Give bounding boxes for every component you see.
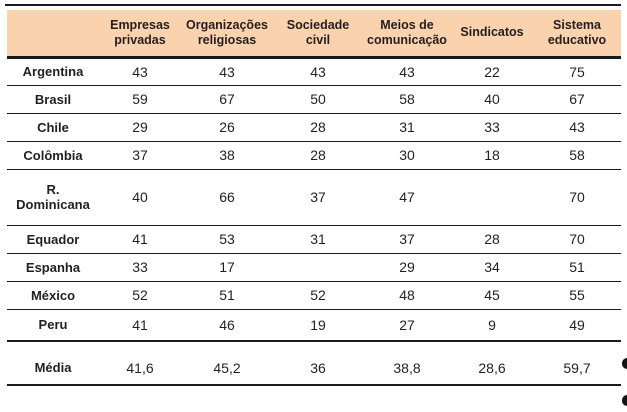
cell-value: 22 — [484, 63, 500, 80]
cell-value: 9 — [488, 316, 496, 333]
table-row-equador: Equador 41 53 31 37 28 70 — [7, 225, 621, 253]
table-row-argentina: Argentina 43 43 43 43 22 75 — [7, 57, 621, 85]
header-cell-sindicatos: Sindicatos — [451, 10, 533, 59]
cell-value: 41 — [132, 316, 148, 333]
summary-cell-value: 59,7 — [563, 359, 591, 376]
table-row-mexico: México 52 51 52 48 45 55 — [7, 281, 621, 309]
header-cell-organizacoes-religiosas: Organizações religiosas — [181, 10, 273, 59]
cell-value: 31 — [310, 231, 326, 247]
cell-value: 37 — [310, 189, 326, 205]
header-cell-sistema-educativo: Sistema educativo — [533, 10, 621, 59]
cell-value: 28 — [310, 119, 326, 135]
cell-value: 52 — [310, 287, 326, 303]
row-label: Chile — [37, 119, 69, 135]
cell-value: 43 — [569, 119, 585, 135]
cell-value: 28 — [310, 147, 326, 163]
cell-value: 26 — [219, 119, 235, 135]
header-cell-empty — [7, 10, 99, 59]
cell-value: 37 — [132, 147, 148, 163]
cell-value: 33 — [484, 119, 500, 135]
cell-value: 18 — [484, 147, 500, 163]
table-row-r-dominicana: R. Dominicana 40 66 37 47 70 — [7, 169, 621, 225]
row-label: Brasil — [34, 91, 72, 107]
cell-value: 40 — [484, 91, 500, 107]
cell-value: 31 — [399, 119, 415, 135]
table-row-chile: Chile 29 26 28 31 33 43 — [7, 113, 621, 141]
cell-value: 38 — [219, 147, 235, 163]
table-row-brasil: Brasil 59 67 50 58 40 67 — [7, 85, 621, 113]
row-label: Argentina — [22, 64, 84, 79]
cell-value: 59 — [132, 91, 148, 107]
cell-value: 75 — [569, 63, 585, 80]
cell-value: 43 — [399, 63, 415, 80]
cell-value: 19 — [310, 316, 326, 333]
header-row: Empresas privadas Organizações religiosa… — [7, 10, 621, 59]
cell-value: 48 — [399, 287, 415, 303]
summary-cell-value: 36 — [310, 359, 326, 376]
row-label: Colômbia — [23, 147, 83, 163]
header-cell-meios-de-comunicacao: Meios de comunicação — [363, 10, 451, 59]
header-cell-sociedade-civil: Sociedade civil — [273, 10, 363, 59]
row-label: Peru — [38, 317, 68, 333]
cell-value: 51 — [569, 259, 585, 275]
cell-value: 50 — [310, 91, 326, 107]
cell-value: 58 — [569, 147, 585, 163]
header-cell-empresas-privadas: Empresas privadas — [99, 10, 181, 59]
cell-value: 67 — [219, 91, 235, 107]
summary-row-label: Média — [34, 360, 72, 375]
clipped-bullet-icon — [622, 395, 627, 406]
summary-cell-value: 41,6 — [126, 359, 154, 376]
cell-value: 49 — [569, 316, 585, 333]
cell-value-empty — [451, 169, 533, 225]
row-label: Equador — [26, 231, 80, 247]
summary-cell-value: 28,6 — [478, 359, 506, 376]
cell-value: 45 — [484, 287, 500, 303]
cell-value: 17 — [219, 259, 235, 275]
cell-value-empty — [273, 253, 363, 281]
summary-cell-value: 38,8 — [393, 359, 421, 376]
cell-value: 46 — [219, 316, 235, 333]
table-row-colombia: Colômbia 37 38 28 30 18 58 — [7, 141, 621, 169]
cell-value: 55 — [569, 287, 585, 303]
cell-value: 53 — [219, 231, 235, 247]
cell-value: 70 — [569, 189, 585, 205]
table-row-peru: Peru 41 46 19 27 9 49 — [7, 309, 621, 341]
cell-value: 37 — [399, 231, 415, 247]
cell-value: 52 — [132, 287, 148, 303]
cell-value: 27 — [399, 316, 415, 333]
cell-value: 29 — [399, 259, 415, 275]
table-wrapper: Empresas privadas Organizações religiosa… — [7, 10, 621, 386]
cell-value: 47 — [399, 189, 415, 205]
cell-value: 43 — [219, 63, 235, 80]
row-label: México — [30, 287, 76, 303]
cell-value: 34 — [484, 259, 500, 275]
table-row-media-summary: Média 41,6 45,2 36 38,8 28,6 59,7 — [7, 341, 621, 385]
cell-value: 43 — [132, 63, 148, 80]
cell-value: 33 — [132, 259, 148, 275]
cell-value: 29 — [132, 119, 148, 135]
cell-value: 67 — [569, 91, 585, 107]
cell-value: 58 — [399, 91, 415, 107]
clipped-bullet-icon — [622, 358, 627, 369]
cell-value: 28 — [484, 231, 500, 247]
data-table: Empresas privadas Organizações religiosa… — [7, 10, 621, 386]
table-top-rule — [5, 4, 621, 6]
cell-value: 41 — [132, 231, 148, 247]
cell-value: 30 — [399, 147, 415, 163]
summary-cell-value: 45,2 — [213, 359, 241, 376]
row-label: R. Dominicana — [16, 182, 90, 212]
table-row-espanha: Espanha 33 17 29 34 51 — [7, 253, 621, 281]
cell-value: 66 — [219, 189, 235, 205]
cell-value: 40 — [132, 189, 148, 205]
cell-value: 51 — [219, 287, 235, 303]
cell-value: 70 — [569, 231, 585, 247]
row-label: Espanha — [25, 259, 81, 275]
cell-value: 43 — [310, 63, 326, 80]
